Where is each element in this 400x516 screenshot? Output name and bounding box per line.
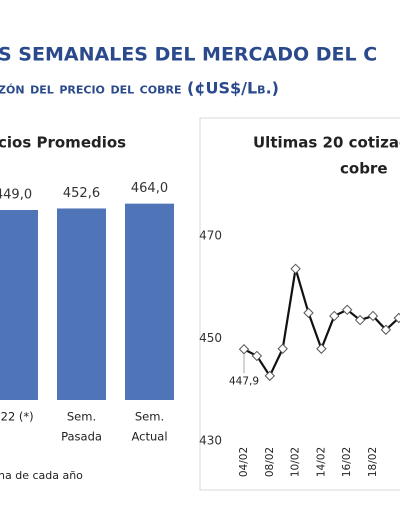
bar <box>0 210 38 400</box>
page-subtitle: zón del precio del cobre (¢US$/Lb.) <box>0 79 279 98</box>
point-marker <box>251 350 263 362</box>
x-tick-label: 18/02 <box>367 447 379 477</box>
point-marker <box>290 263 301 275</box>
x-tick-label: 08/02 <box>264 447 276 477</box>
point-marker <box>303 307 314 319</box>
page-title: S SEMANALES DEL MERCADO DEL C <box>0 44 377 66</box>
point-marker <box>264 370 276 382</box>
bar <box>57 208 106 400</box>
point-marker <box>277 343 288 354</box>
bar-chart-note: ha de cada año <box>0 469 83 482</box>
value-label: 449,0 <box>0 188 32 203</box>
line-chart-title: cobre <box>340 160 388 178</box>
x-tick-label: Sem. <box>135 410 164 424</box>
bar-chart-title: cios Promedios <box>0 134 126 152</box>
value-label: 464,0 <box>131 181 168 196</box>
x-tick-label: 04/02 <box>238 447 250 477</box>
value-label: 447,9 <box>229 375 259 387</box>
point-marker <box>238 344 250 355</box>
price-line <box>243 267 400 378</box>
line-chart-frame <box>199 117 400 491</box>
x-tick-label: 022 (*) <box>0 410 34 424</box>
point-marker <box>380 324 392 335</box>
x-tick-label: Actual <box>131 430 167 444</box>
point-marker <box>316 343 327 354</box>
point-marker <box>367 310 379 322</box>
x-tick-label: Pasada <box>61 430 102 444</box>
x-tick-label: Sem. <box>67 410 96 424</box>
value-label: 452,6 <box>63 186 100 201</box>
y-tick-label: 470 <box>199 229 222 243</box>
x-tick-label: 16/02 <box>341 447 353 477</box>
point-marker <box>341 304 353 316</box>
bar <box>125 203 174 400</box>
line-chart-title: Ultimas 20 cotizac <box>253 134 400 152</box>
point-marker <box>329 310 340 322</box>
point-marker <box>354 314 366 326</box>
x-tick-label: 14/02 <box>315 447 327 477</box>
y-tick-label: 450 <box>199 331 222 345</box>
point-marker <box>393 312 400 324</box>
y-tick-label: 430 <box>199 434 222 448</box>
x-tick-label: 10/02 <box>290 447 302 477</box>
